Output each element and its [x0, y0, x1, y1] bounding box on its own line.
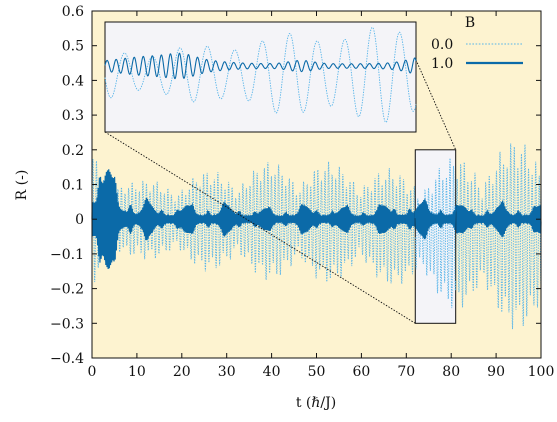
x-tick-label: 80 — [442, 364, 460, 380]
main-series-group — [91, 143, 542, 330]
x-tick-label: 100 — [528, 364, 555, 380]
zoom-series-group — [414, 158, 457, 309]
legend-label-series-2: 1.0 — [431, 56, 453, 72]
y-tick-label: −0.2 — [50, 282, 84, 298]
y-tick-label: −0.4 — [50, 351, 84, 367]
x-axis-label: t (ℏ/J) — [296, 395, 336, 411]
x-tick-label: 30 — [218, 364, 236, 380]
y-tick-label: 0 — [75, 212, 84, 228]
x-tick-label: 40 — [263, 364, 281, 380]
zoom-region-box — [414, 149, 457, 324]
y-tick-label: 0.4 — [62, 73, 84, 89]
zoom-series-line-0.0 — [414, 158, 457, 309]
legend-title: B — [465, 15, 475, 31]
y-tick-label: 0.1 — [62, 178, 84, 194]
zoom-series-line-1.0 — [414, 199, 457, 240]
y-axis-label: R (-) — [14, 170, 30, 201]
y-tick-label: 0.6 — [62, 4, 84, 20]
legend: B 0.0 1.0 — [431, 15, 523, 72]
x-tick-label: 90 — [487, 364, 505, 380]
legend-label-series-1: 0.0 — [431, 37, 453, 53]
inset-series-line-1.0 — [104, 52, 417, 80]
x-tick-label: 50 — [308, 364, 326, 380]
x-axis: 0 10 20 30 40 50 60 70 80 90 100 — [88, 11, 555, 380]
y-tick-label: 0.5 — [62, 39, 84, 55]
x-tick-label: 20 — [173, 364, 191, 380]
y-tick-label: 0.2 — [62, 143, 84, 159]
zoom-connector-line — [415, 59, 457, 150]
x-tick-label: 10 — [128, 364, 146, 380]
y-axis: −0.4 −0.3 −0.2 −0.1 0 0.1 0.2 0.3 0.4 0.5 0.6 — [50, 4, 541, 367]
inset-series-group — [104, 26, 417, 123]
series-line-0.0 — [91, 143, 542, 330]
x-tick-label: 0 — [88, 364, 97, 380]
inset-series-line-0.0 — [104, 26, 417, 123]
zoom-connector-line — [104, 131, 416, 324]
series-line-1.0 — [91, 169, 542, 270]
y-tick-label: −0.1 — [50, 247, 84, 263]
y-tick-label: 0.3 — [62, 108, 84, 124]
x-tick-label: 70 — [397, 364, 415, 380]
y-tick-label: −0.3 — [50, 316, 84, 332]
x-tick-label: 60 — [352, 364, 370, 380]
